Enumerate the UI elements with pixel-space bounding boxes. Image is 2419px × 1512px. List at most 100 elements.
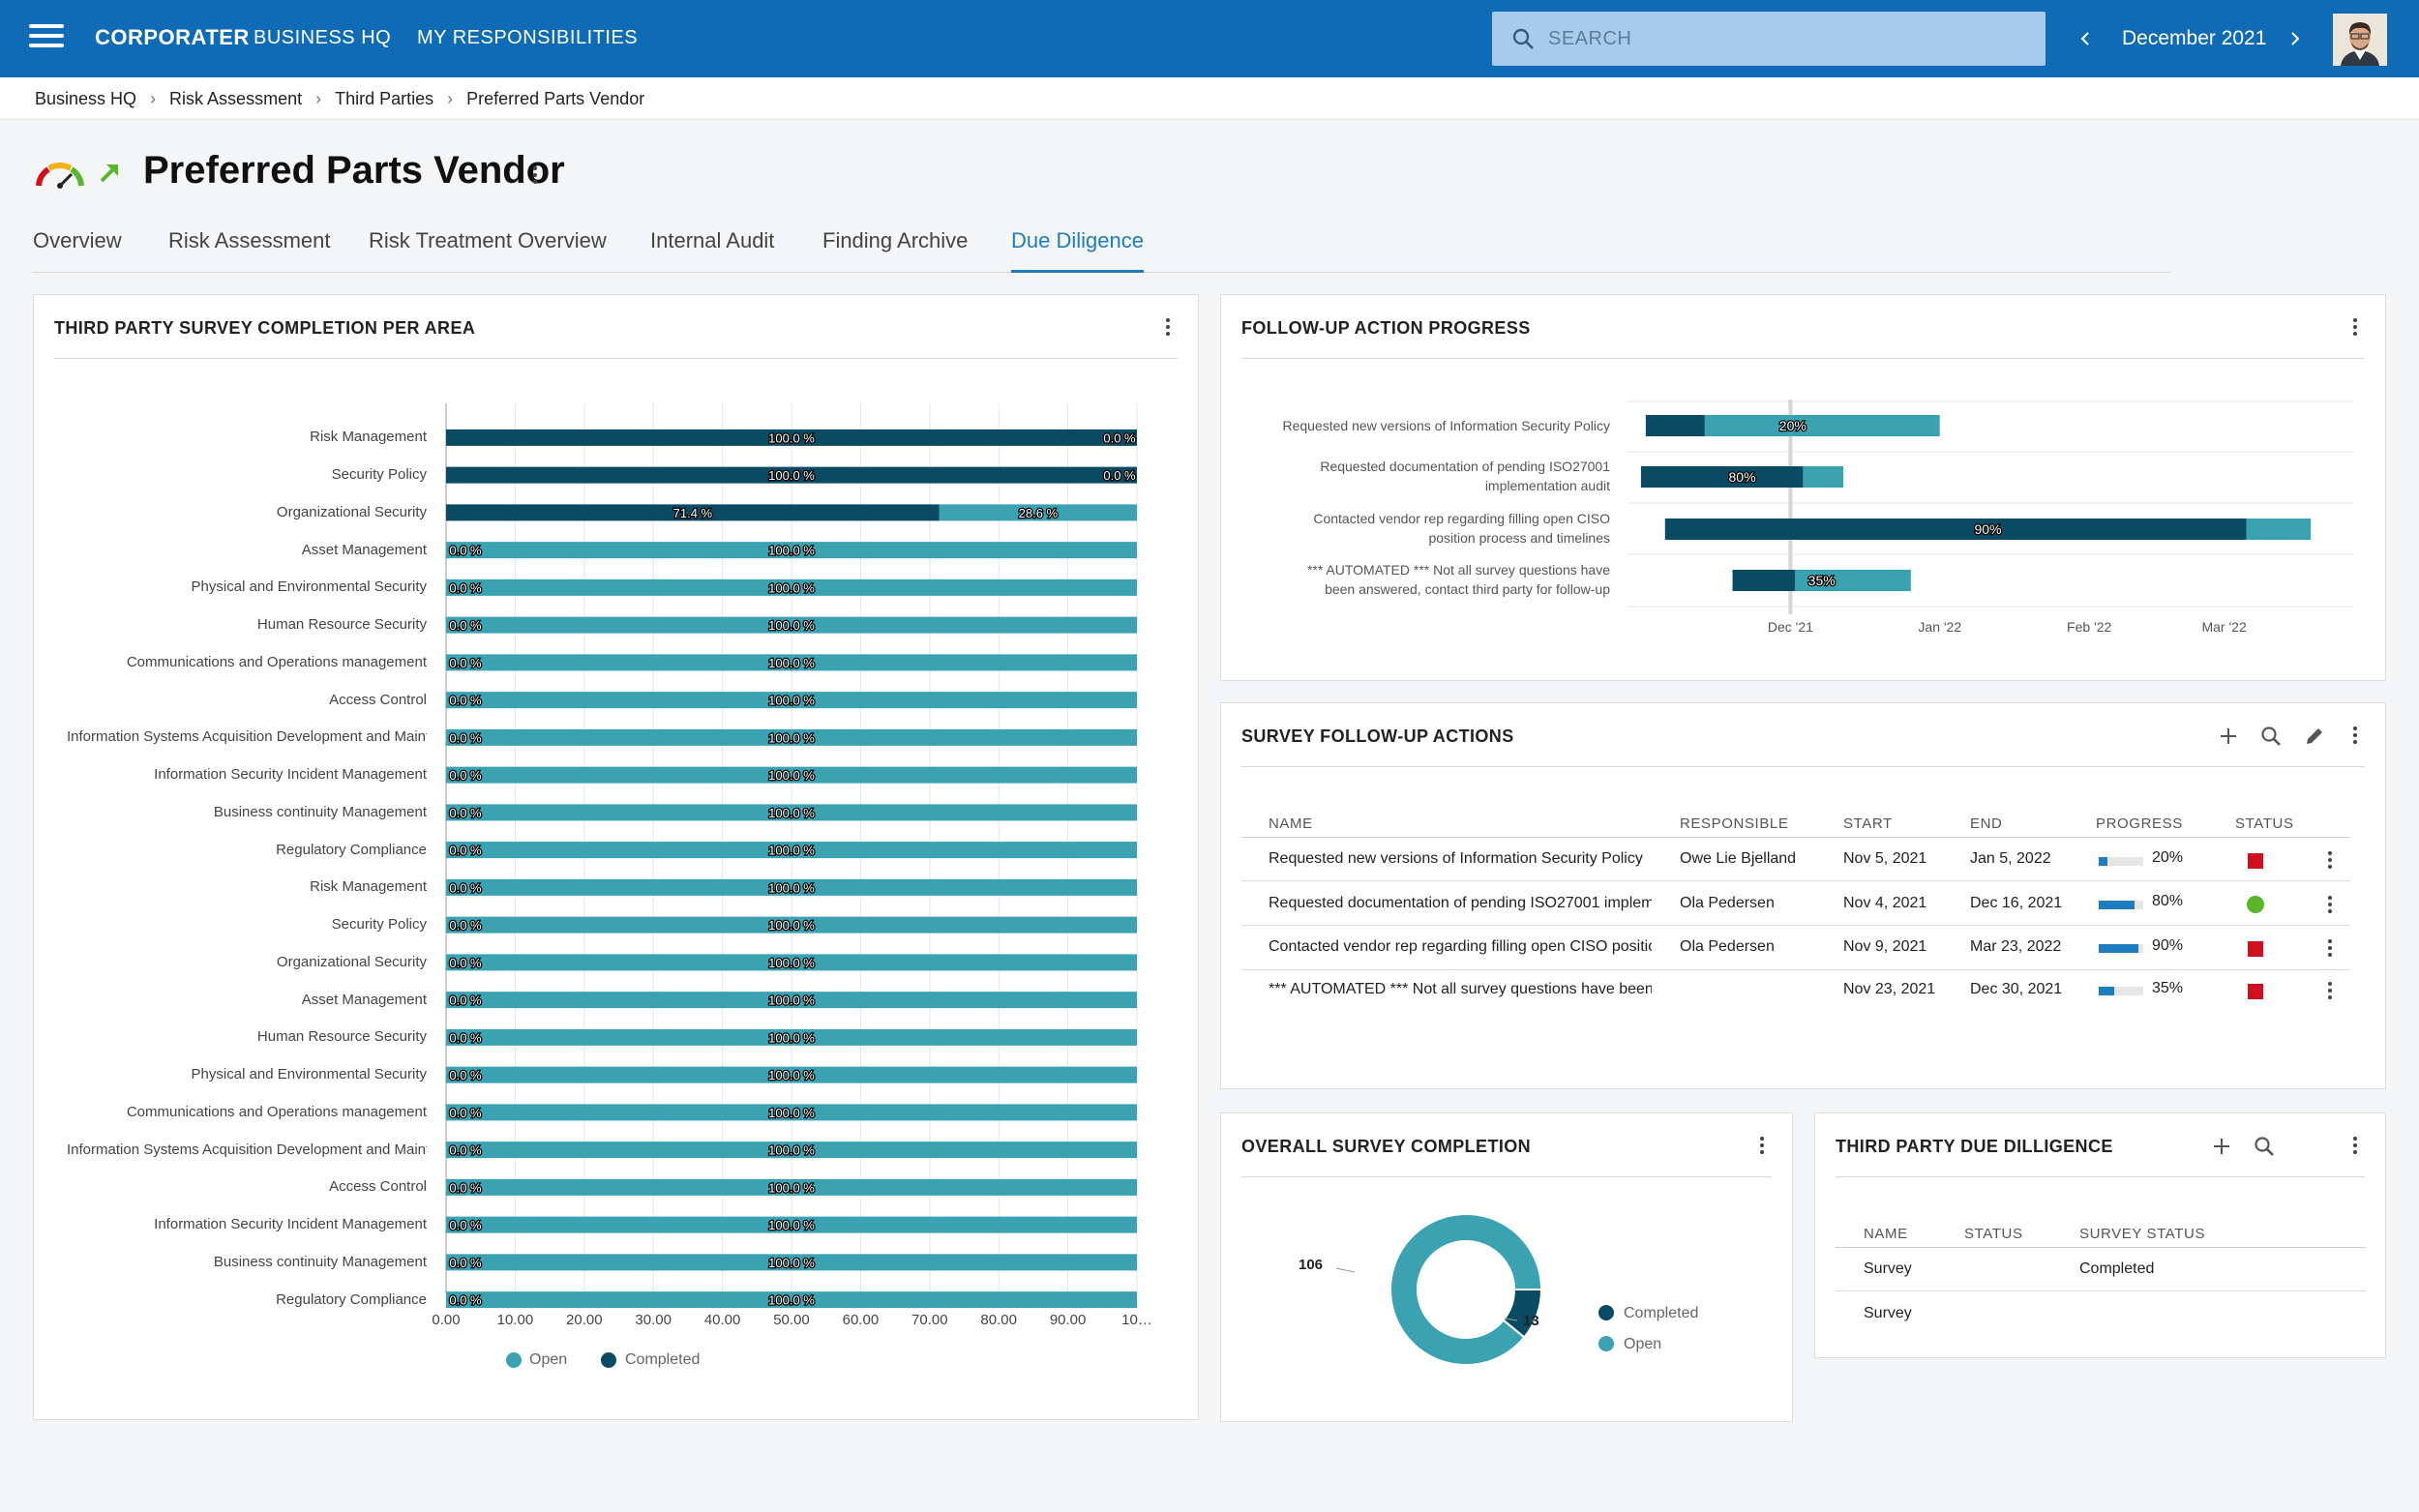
bar-open	[446, 1254, 1137, 1271]
app-logo[interactable]: CORPORATER	[95, 25, 250, 49]
bar-open	[446, 578, 1137, 596]
divider	[1836, 1247, 2366, 1248]
user-avatar[interactable]	[2333, 14, 2387, 66]
data-label-completed: 0.0 %	[449, 656, 482, 670]
row-more-icon[interactable]	[2325, 849, 2335, 873]
tab-bar: Overview Risk Assessment Risk Treatment …	[33, 228, 2171, 273]
tab-internal-audit[interactable]: Internal Audit	[650, 228, 775, 252]
table-row[interactable]: Survey	[1836, 1292, 2366, 1336]
x-tick-label: 10.00	[497, 1312, 534, 1328]
legend-open-swatch	[506, 1352, 522, 1368]
divider	[54, 358, 1178, 359]
tab-overview[interactable]: Overview	[33, 228, 122, 252]
column-header-status[interactable]: STATUS	[2235, 815, 2294, 832]
chevron-left-icon[interactable]	[2074, 23, 2097, 54]
add-icon[interactable]	[2217, 725, 2240, 748]
x-tick-label: 10…	[1121, 1312, 1152, 1328]
category-label: Business continuity Management	[213, 1253, 427, 1270]
bar-completed	[446, 429, 1137, 446]
row-more-icon[interactable]	[2325, 937, 2335, 961]
data-label-open: 100.0 %	[768, 580, 815, 595]
card-more-icon[interactable]	[2350, 1135, 2360, 1158]
search-input[interactable]	[1548, 12, 2032, 66]
breadcrumb-risk-assessment[interactable]: Risk Assessment	[169, 89, 303, 108]
legend-completed-label: Completed	[625, 1351, 701, 1368]
leader-line	[1335, 1267, 1356, 1273]
category-label: Risk Management	[310, 429, 427, 446]
row-more-icon[interactable]	[2325, 980, 2335, 1003]
page-more-icon[interactable]	[530, 164, 540, 188]
column-header-start[interactable]: START	[1843, 815, 1893, 832]
edit-icon[interactable]	[2303, 725, 2326, 748]
divider	[1241, 358, 2365, 359]
bar-open	[446, 1291, 1137, 1309]
breadcrumb-business-hq[interactable]: Business HQ	[35, 89, 137, 108]
column-header-name[interactable]: NAME	[1269, 815, 1313, 832]
table-row[interactable]: Requested documentation of pending ISO27…	[1241, 882, 2350, 926]
nav-my-responsibilities[interactable]: MY RESPONSIBILITIES	[417, 27, 639, 48]
card-more-icon[interactable]	[1757, 1135, 1767, 1158]
column-header-progress[interactable]: PROGRESS	[2096, 815, 2183, 832]
breadcrumb: Business HQ › Risk Assessment › Third Pa…	[35, 89, 644, 109]
category-label: Communications and Operations management	[126, 653, 427, 670]
cell-survey-status: Completed	[2079, 1260, 2155, 1277]
data-label-open: 100.0 %	[768, 880, 815, 895]
x-tick-label: 60.00	[843, 1312, 880, 1328]
gantt-progress	[1664, 519, 2247, 540]
cell-responsible: Ola Pedersen	[1680, 895, 1775, 911]
category-label: Information Systems Acquisition Developm…	[67, 1141, 427, 1158]
column-header-name[interactable]: NAME	[1864, 1226, 1908, 1242]
column-header-status[interactable]: STATUS	[1964, 1226, 2023, 1242]
data-label-open: 100.0 %	[768, 1218, 815, 1232]
bar-open	[446, 1178, 1137, 1196]
bar-open	[446, 1141, 1137, 1159]
card-more-icon[interactable]	[2350, 725, 2360, 748]
tab-finding-archive[interactable]: Finding Archive	[822, 228, 969, 252]
x-tick-label: 80.00	[980, 1312, 1017, 1328]
data-label-open: 100.0 %	[768, 1068, 815, 1082]
add-icon[interactable]	[2210, 1135, 2233, 1158]
search-icon[interactable]	[2253, 1135, 2276, 1158]
cell-progress: 90%	[2152, 937, 2184, 954]
menu-icon[interactable]	[29, 24, 64, 53]
search-icon[interactable]	[2259, 725, 2283, 748]
data-label-open: 100.0 %	[768, 993, 815, 1008]
cell-name: Survey	[1864, 1260, 1912, 1277]
task-label: position process and timelines	[1428, 530, 1610, 546]
column-header-survey-status[interactable]: SURVEY STATUS	[2079, 1226, 2206, 1242]
row-more-icon[interactable]	[2325, 894, 2335, 917]
category-label: Access Control	[329, 1178, 427, 1196]
table-row[interactable]: Contacted vendor rep regarding filling o…	[1241, 927, 2350, 970]
chevron-right-icon[interactable]	[2284, 23, 2307, 54]
bar-completed	[446, 504, 940, 521]
data-label-completed: 0.0 %	[449, 768, 482, 783]
period-selector[interactable]: December 2021	[2122, 27, 2267, 49]
column-header-end[interactable]: END	[1970, 815, 2003, 832]
bar-open	[446, 654, 1137, 671]
table-row[interactable]: Survey Completed	[1836, 1248, 2366, 1291]
breadcrumb-current[interactable]: Preferred Parts Vendor	[466, 89, 645, 108]
task-label: Contacted vendor rep regarding filling o…	[1313, 511, 1610, 526]
risk-gauge-icon	[36, 163, 84, 189]
bar-open	[446, 1104, 1137, 1121]
tab-risk-assessment[interactable]: Risk Assessment	[168, 228, 331, 252]
table-row[interactable]: Requested new versions of Information Se…	[1241, 838, 2350, 881]
donut-slice-open	[1389, 1213, 1543, 1366]
tab-risk-treatment-overview[interactable]: Risk Treatment Overview	[369, 228, 607, 252]
nav-business-hq[interactable]: BUSINESS HQ	[254, 27, 392, 48]
data-label-completed: 100.0 %	[768, 468, 815, 483]
data-label-open: 100.0 %	[768, 1180, 815, 1195]
survey-completion-card: THIRD PARTY SURVEY COMPLETION PER AREA R…	[33, 294, 1199, 1420]
legend-open-swatch	[1598, 1336, 1614, 1351]
tab-due-diligence[interactable]: Due Diligence	[1011, 228, 1144, 273]
cell-start: Nov 23, 2021	[1843, 981, 1936, 997]
category-label: Communications and Operations management	[126, 1103, 427, 1120]
data-label-open: 100.0 %	[768, 1143, 815, 1158]
breadcrumb-third-parties[interactable]: Third Parties	[335, 89, 434, 108]
data-label-completed: 0.0 %	[449, 918, 482, 933]
column-header-responsible[interactable]: RESPONSIBLE	[1680, 815, 1789, 832]
data-label-open: 28.6 %	[1019, 506, 1059, 520]
table-row[interactable]: *** AUTOMATED *** Not all survey questio…	[1241, 971, 2350, 1015]
card-more-icon[interactable]	[2350, 316, 2360, 340]
card-more-icon[interactable]	[1163, 316, 1173, 340]
